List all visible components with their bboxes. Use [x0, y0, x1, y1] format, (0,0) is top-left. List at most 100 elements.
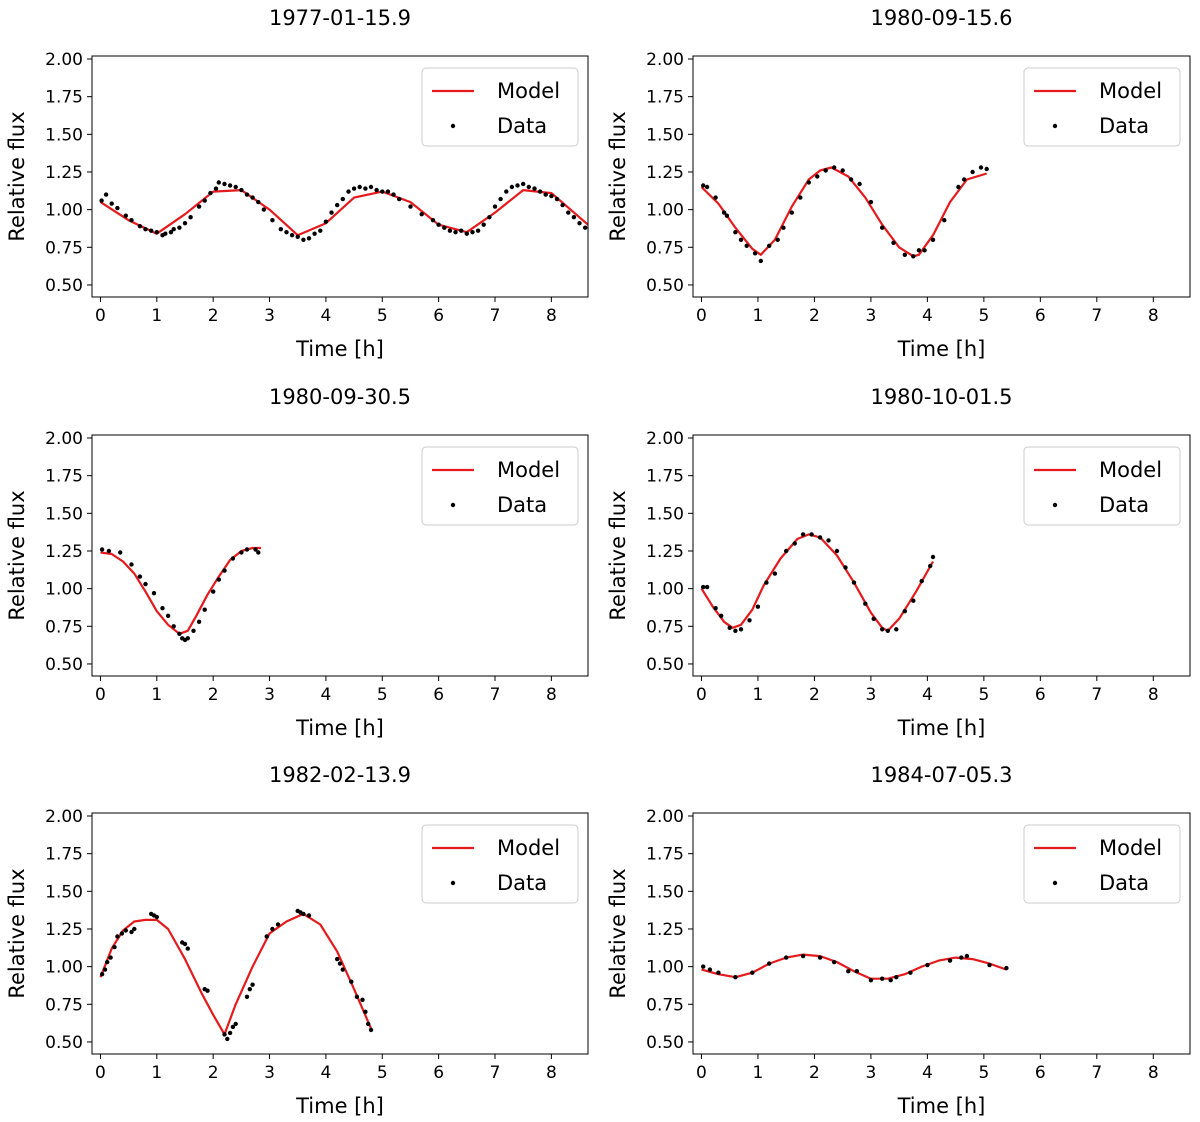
model-line [700, 166, 988, 258]
x-tick-label: 2 [809, 306, 820, 326]
y-tick-label: 0.50 [646, 1033, 684, 1053]
data-point [868, 978, 874, 983]
data-point [704, 184, 710, 190]
data-point [213, 186, 219, 191]
y-axis-label: Relative flux [5, 490, 29, 620]
data-point [817, 955, 823, 960]
chart-title: 1980-09-30.5 [269, 385, 411, 409]
y-tick-label: 1.25 [646, 920, 684, 940]
data-point [798, 195, 803, 200]
data-point [543, 192, 548, 197]
data-point [784, 955, 789, 960]
data-point [123, 213, 128, 218]
data-point [385, 189, 391, 194]
data-point [724, 213, 730, 218]
y-tick-label: 0.50 [45, 1033, 83, 1053]
data-point [222, 568, 227, 573]
legend: Model Data [1023, 67, 1181, 147]
x-tick-label: 0 [696, 306, 707, 326]
y-tick-label: 0.75 [646, 238, 684, 258]
data-point [721, 210, 727, 215]
data-point [767, 961, 772, 966]
legend: Model Data [421, 67, 579, 147]
y-tick-label: 1.25 [646, 163, 684, 183]
y-tick-label: 1.00 [45, 201, 83, 221]
data-point [202, 607, 207, 612]
legend-data-swatch [450, 123, 456, 129]
data-point [554, 196, 560, 202]
data-point [106, 548, 112, 554]
x-tick-label: 8 [546, 306, 557, 326]
data-point [351, 186, 357, 191]
subplot-5: 1982-02-13.9 0 1 2 3 4 5 6 7 8 0.50 0.75 1.00 1.25 1.5… [5, 763, 589, 1118]
data-point [970, 169, 975, 175]
data-point [196, 619, 202, 624]
data-point [775, 237, 780, 242]
subplot-4: 1980-10-01.5 0 1 2 3 4 5 6 7 8 0.50 0.75 1.00 1.25 1.5… [606, 385, 1191, 740]
legend-model-label: Model [1099, 458, 1162, 482]
y-tick-label: 0.50 [45, 276, 83, 296]
data-point [733, 628, 738, 633]
data-point [947, 958, 953, 963]
data-point [103, 192, 109, 197]
x-tick-label: 2 [208, 1063, 219, 1083]
x-axis-label: Time [h] [897, 716, 986, 740]
y-tick-label: 2.00 [45, 50, 83, 70]
y-tick-label: 1.25 [45, 542, 83, 562]
data-point [244, 192, 250, 197]
data-point [919, 578, 924, 584]
y-tick-label: 0.75 [646, 617, 684, 637]
y-tick-label: 2.00 [646, 429, 684, 449]
legend-data-swatch [1052, 502, 1058, 508]
data-point [475, 228, 481, 233]
chart-title: 1984-07-05.3 [870, 763, 1012, 787]
data-point [137, 574, 143, 579]
y-tick-label: 0.75 [646, 995, 684, 1015]
data-point [880, 976, 885, 981]
x-tick-label: 4 [922, 1063, 933, 1083]
y-tick-label: 1.25 [45, 163, 83, 183]
x-tick-label: 6 [433, 685, 444, 705]
data-point [363, 1009, 368, 1014]
data-point [102, 967, 108, 972]
y-tick-label: 1.50 [45, 125, 83, 145]
data-point [532, 186, 537, 191]
legend-model-label: Model [497, 458, 560, 482]
data-point [481, 222, 486, 227]
data-point [129, 218, 134, 223]
data-point [719, 613, 724, 618]
data-point [99, 547, 105, 552]
data-point [154, 230, 159, 235]
data-point [112, 944, 117, 950]
data-point [374, 187, 379, 193]
y-tick-label: 0.75 [45, 995, 83, 1015]
y-tick-label: 1.25 [646, 542, 684, 562]
data-point [329, 210, 334, 215]
data-point [143, 581, 148, 587]
data-point [247, 987, 252, 992]
data-point [275, 922, 281, 927]
data-point [815, 174, 820, 179]
data-point [733, 975, 738, 980]
data-point [880, 225, 885, 230]
data-point [363, 186, 368, 191]
data-point [185, 636, 190, 641]
data-point [253, 547, 258, 552]
data-point [391, 192, 396, 197]
data-point [504, 189, 509, 194]
data-point [792, 541, 797, 546]
x-tick-label: 8 [1148, 685, 1159, 705]
data-point [701, 964, 706, 969]
data-point [306, 236, 312, 241]
x-tick-label: 7 [1091, 1063, 1102, 1083]
data-point [105, 959, 110, 965]
data-point [108, 955, 113, 960]
data-point [185, 946, 190, 951]
data-point [115, 205, 120, 211]
data-point [301, 911, 306, 917]
data-point [171, 227, 176, 232]
data-point [834, 548, 840, 554]
y-tick-label: 0.75 [45, 617, 83, 637]
axes-frame [91, 434, 589, 677]
data-point [239, 550, 244, 555]
